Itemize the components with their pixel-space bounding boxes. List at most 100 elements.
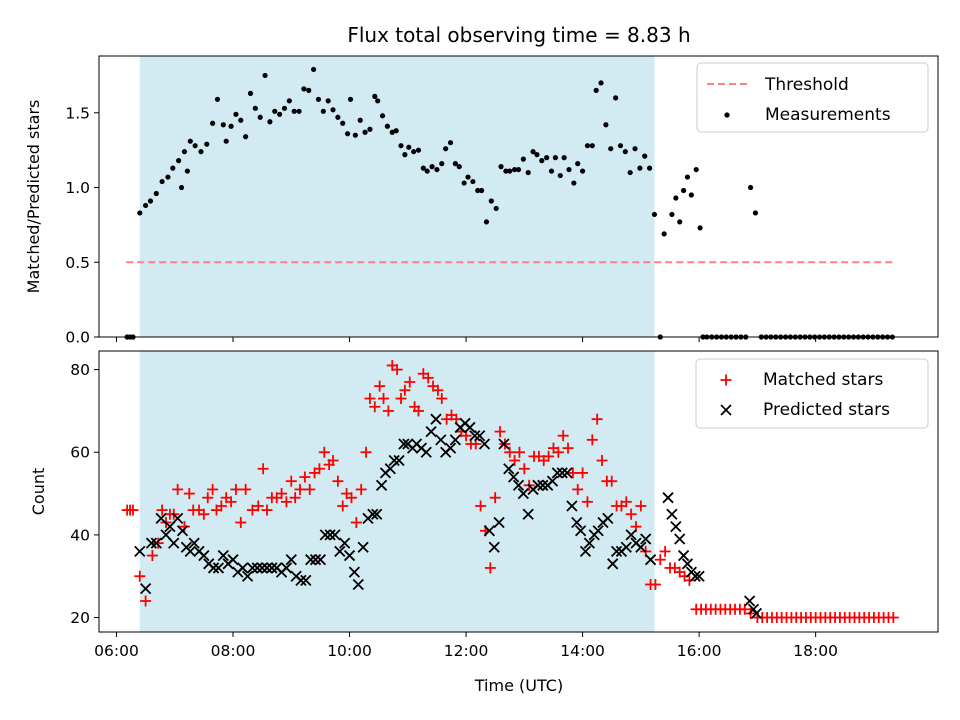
- y-tick-label: 0.5: [65, 254, 90, 272]
- predicted-point: [517, 487, 529, 500]
- y-tick-label: 1.0: [65, 179, 90, 197]
- matched-point: [382, 405, 394, 417]
- predicted-point: [212, 562, 225, 574]
- x-tick-label: 18:00: [793, 642, 838, 660]
- ratio-axis-label: Matched/Predicted stars: [24, 100, 43, 294]
- measurement-point: [598, 80, 604, 86]
- predicted-point: [743, 595, 756, 607]
- x-tick-label: 10:00: [327, 642, 372, 660]
- matched-point: [350, 516, 362, 528]
- matched-point: [280, 496, 292, 508]
- measurement-point: [608, 146, 614, 152]
- matched-point: [399, 384, 411, 396]
- measurement-point: [561, 155, 567, 161]
- predicted-point: [172, 512, 184, 524]
- predicted-point: [176, 525, 189, 537]
- matched-point: [304, 483, 316, 495]
- predicted-point: [556, 467, 568, 479]
- matched-point: [484, 562, 496, 574]
- predicted-point: [532, 479, 544, 491]
- predicted-point: [689, 570, 701, 582]
- measurement-point: [311, 66, 317, 73]
- predicted-point: [168, 537, 180, 549]
- measurement-point: [411, 149, 417, 155]
- measurement-point: [593, 87, 599, 93]
- matched-point: [509, 455, 521, 467]
- measurement-point: [243, 134, 249, 140]
- measurement-point: [627, 169, 633, 176]
- measurement-point: [575, 161, 581, 167]
- measurement-point: [143, 202, 149, 209]
- matched-point: [577, 467, 589, 479]
- measurement-point: [589, 143, 595, 149]
- predicted-point: [583, 537, 596, 549]
- predicted-point: [677, 549, 690, 562]
- measurement-point: [262, 72, 268, 79]
- measurement-point: [566, 166, 572, 173]
- predicted-point: [237, 562, 249, 574]
- predicted-point: [750, 607, 763, 620]
- x-tick-label: 14:00: [560, 642, 605, 660]
- matched-point: [552, 446, 564, 458]
- measurement-point: [402, 152, 408, 158]
- predicted-point: [198, 549, 210, 562]
- predicted-point: [280, 562, 293, 574]
- predicted-point: [493, 516, 505, 529]
- matched-point: [412, 405, 424, 417]
- matched-point: [391, 364, 403, 376]
- predicted-point: [155, 512, 167, 524]
- measurement-point: [507, 168, 513, 174]
- y-tick-label: 40: [70, 526, 90, 544]
- measurement-point: [483, 219, 490, 225]
- predicted-point: [285, 554, 297, 566]
- measurement-point: [393, 128, 399, 134]
- matched-point: [178, 521, 190, 533]
- measurement-point: [398, 143, 404, 149]
- matched-point: [198, 508, 210, 520]
- measurement-point: [165, 174, 171, 180]
- x-tick-label: 12:00: [444, 642, 489, 660]
- matched-point: [581, 496, 593, 508]
- predicted-point: [498, 438, 510, 450]
- x-tick-label: 06:00: [94, 642, 139, 660]
- measurement-point: [375, 98, 381, 104]
- matched-point: [518, 463, 530, 475]
- measurement-point: [252, 105, 258, 111]
- legend-matched-swatch: [720, 374, 732, 386]
- matched-point: [140, 595, 152, 607]
- measurement-point: [465, 174, 471, 180]
- measurement-point: [697, 225, 703, 231]
- matched-point: [134, 570, 146, 582]
- matched-point: [364, 393, 376, 405]
- ratio-panel: 0.0 0.5 1.0 1.5 Matched/Predicted stars Thr…: [24, 55, 939, 347]
- measurement-point: [367, 126, 373, 132]
- predicted-point: [681, 558, 694, 570]
- matched-point: [504, 446, 516, 458]
- measurement-point: [178, 184, 185, 191]
- predicted-point: [188, 537, 200, 549]
- matched-point: [345, 492, 357, 504]
- measurement-point: [530, 149, 536, 155]
- matched-point: [436, 393, 448, 405]
- matched-point: [586, 434, 598, 446]
- predicted-point: [314, 554, 327, 566]
- measurement-point: [579, 168, 586, 174]
- matched-point: [404, 376, 416, 388]
- measurement-point: [677, 219, 683, 225]
- measurement-point: [642, 153, 648, 159]
- predicted-point: [607, 558, 619, 570]
- measurement-point: [147, 198, 154, 204]
- matched-point: [543, 450, 555, 462]
- predicted-point: [388, 454, 400, 467]
- predicted-point: [674, 533, 686, 545]
- matched-point: [337, 500, 349, 512]
- predicted-point: [217, 549, 229, 562]
- measurement-point: [286, 98, 292, 104]
- matched-point: [230, 483, 242, 495]
- predicted-point: [266, 562, 278, 574]
- matched-point: [246, 504, 258, 516]
- predicted-point: [295, 574, 307, 586]
- predicted-point: [610, 545, 623, 558]
- matched-point: [202, 492, 214, 504]
- matched-point: [625, 508, 637, 520]
